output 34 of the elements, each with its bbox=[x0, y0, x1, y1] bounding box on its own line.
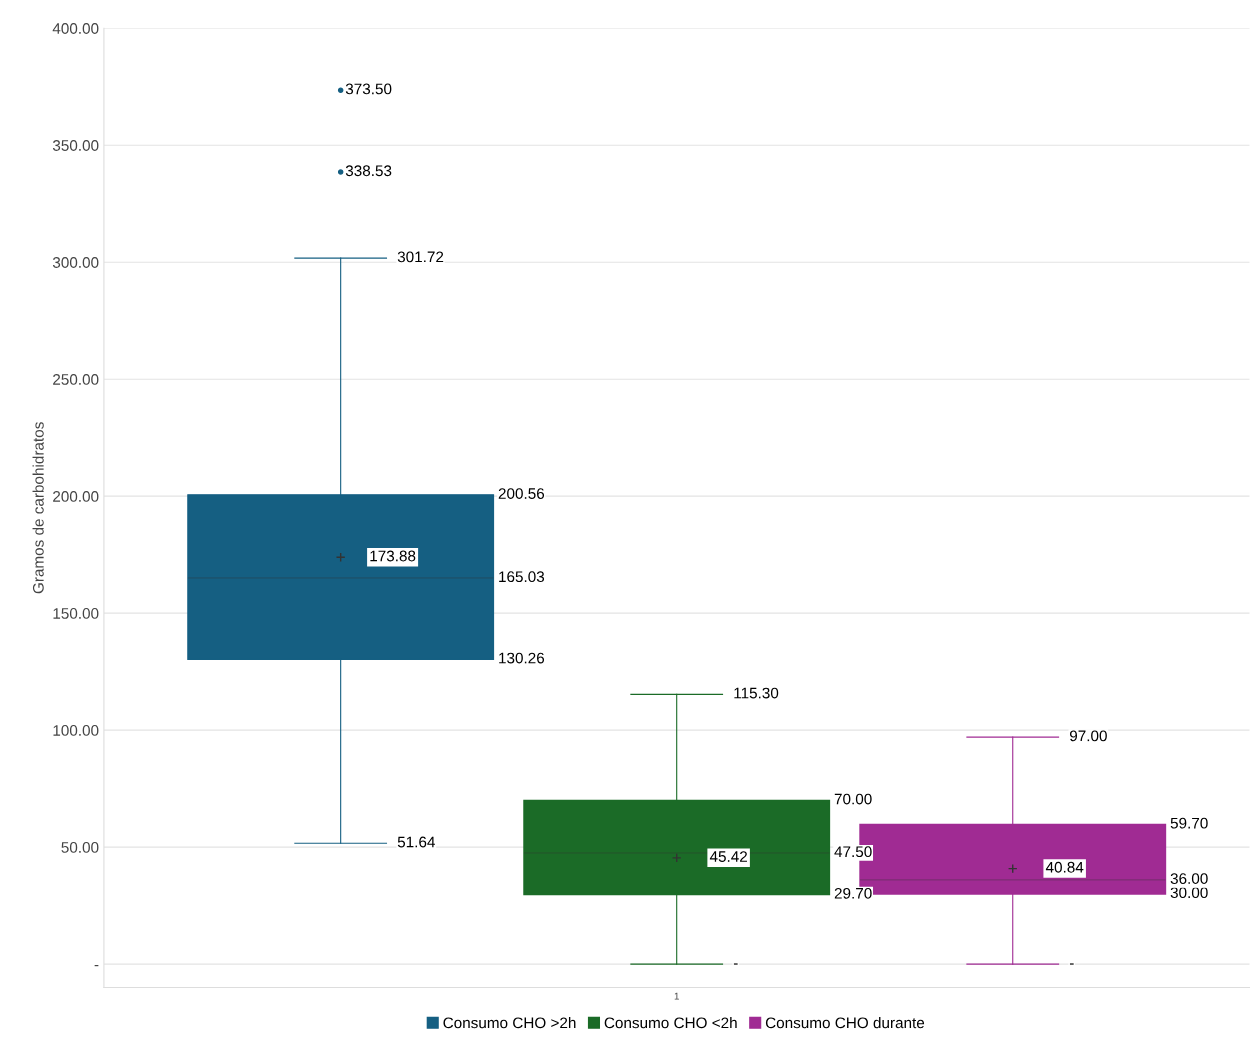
annotation: 40.84 bbox=[1045, 861, 1084, 873]
y-tick-label: 150.00 bbox=[53, 608, 99, 619]
annotation: 115.30 bbox=[734, 687, 779, 699]
x-tick-label: 1 bbox=[674, 992, 679, 1000]
annotation: 373.50 bbox=[345, 83, 392, 95]
annotation: 70.00 bbox=[834, 793, 872, 805]
annotation: 29.70 bbox=[834, 887, 872, 899]
annotation: 165.03 bbox=[499, 571, 545, 583]
annotation: 97.00 bbox=[1069, 730, 1107, 742]
annotation: 51.64 bbox=[397, 836, 435, 848]
annotation: - bbox=[1069, 963, 1074, 965]
annotation: 130.26 bbox=[499, 652, 545, 664]
annotation: - bbox=[733, 963, 738, 965]
annotation: 30.00 bbox=[1170, 887, 1208, 899]
y-tick-label: 400.00 bbox=[52, 23, 99, 34]
annotation: 173.88 bbox=[370, 550, 416, 562]
y-tick-label: 350.00 bbox=[52, 140, 99, 151]
y-tick-label: 50.00 bbox=[61, 842, 99, 853]
legend-label: Consumo CHO durante bbox=[765, 1017, 925, 1029]
y-tick-label: 100.00 bbox=[53, 725, 99, 736]
annotation: 200.56 bbox=[498, 488, 545, 499]
annotation: 301.72 bbox=[397, 251, 444, 263]
annotation: 45.42 bbox=[709, 851, 747, 862]
y-tick-label: 250.00 bbox=[53, 374, 99, 385]
y-axis-title: Gramos de carbohidratos bbox=[32, 422, 44, 594]
y-tick-label: 300.00 bbox=[52, 257, 99, 268]
legend-label: Consumo CHO >2h bbox=[443, 1017, 576, 1029]
legend-label: Consumo CHO <2h bbox=[604, 1017, 737, 1029]
y-tick-label: - bbox=[94, 965, 99, 967]
annotation: 36.00 bbox=[1170, 873, 1208, 884]
y-tick-label: 200.00 bbox=[53, 491, 99, 502]
annotation: 47.50 bbox=[834, 846, 872, 858]
annotation: 59.70 bbox=[1170, 817, 1208, 829]
annotation: 338.53 bbox=[345, 165, 392, 177]
